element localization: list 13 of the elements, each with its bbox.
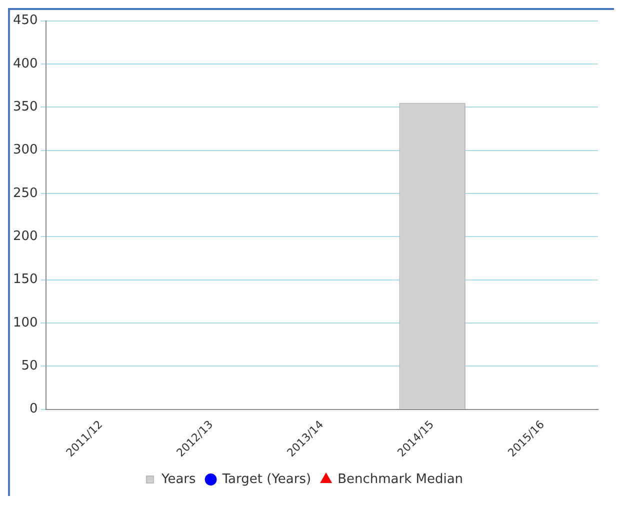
y-tick-label: 400 <box>12 56 38 72</box>
y-tick-label: 150 <box>12 272 38 288</box>
y-tick-label: 100 <box>12 315 38 330</box>
legend-label: Years <box>160 472 196 487</box>
y-tick-label: 0 <box>30 402 38 417</box>
y-tick-label: 250 <box>12 186 38 201</box>
y-tick-label: 50 <box>21 358 38 374</box>
legend-label: Target (Years) <box>221 472 312 487</box>
y-tick-label: 300 <box>12 142 38 158</box>
y-tick-label: 200 <box>12 229 38 244</box>
y-tick-label: 450 <box>12 13 38 28</box>
y-tick-label: 350 <box>12 100 38 115</box>
legend-label: Benchmark Median <box>338 472 464 487</box>
